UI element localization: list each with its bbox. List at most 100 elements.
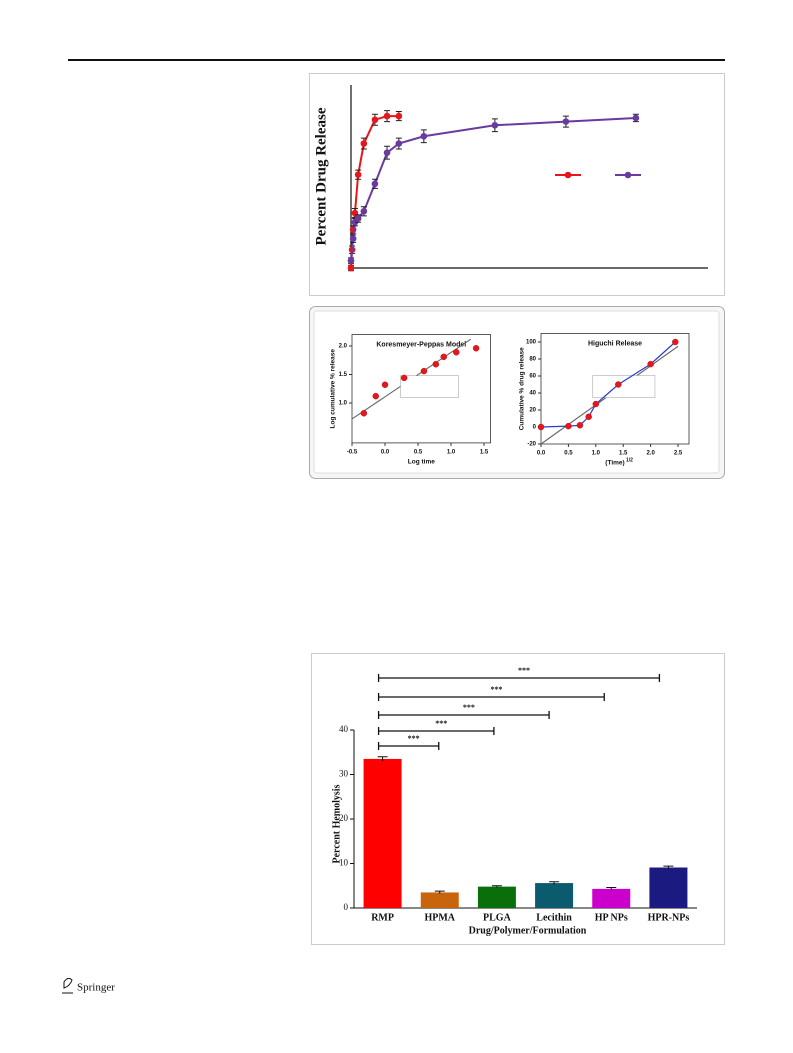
data-point: [371, 180, 379, 188]
data-point: [383, 112, 391, 120]
plot-frame: [351, 334, 492, 444]
y-tick-label: 60: [529, 374, 536, 380]
x-tick-label: 2.0: [646, 451, 655, 457]
data-point: [354, 171, 362, 178]
y-tick-label: 40: [529, 391, 536, 397]
data-point: [360, 410, 368, 417]
significance-label: ***: [463, 703, 475, 712]
data-point: [347, 257, 355, 264]
x-tick-label: 1.0: [592, 451, 601, 457]
data-point: [592, 400, 600, 408]
plot-title: Koresmeyer-Peppas Model: [376, 341, 466, 348]
error-bar: [606, 887, 617, 891]
x-tick-label: RMP: [371, 912, 394, 923]
significance-label: ***: [435, 719, 447, 728]
significance-label: ***: [490, 685, 502, 694]
data-point: [381, 381, 389, 388]
data-point: [562, 118, 570, 125]
bar: [649, 867, 688, 908]
bar: [535, 883, 574, 908]
x-tick-label: HP NPs: [595, 912, 628, 923]
error-bar: [663, 865, 674, 869]
y-tick-label: 1.5: [339, 372, 348, 378]
legend-marker: [564, 171, 572, 179]
data-point: [347, 264, 355, 272]
y-axis-label: Log cumulative % release: [330, 349, 337, 429]
bar: [420, 892, 459, 908]
data-point: [672, 338, 679, 346]
x-tick-label: HPR-NPs: [648, 912, 690, 923]
x-tick-label: 1.5: [480, 449, 489, 455]
x-tick-label: 0.5: [414, 449, 423, 455]
publisher-name: Springer: [77, 982, 115, 994]
y-axis-label: Cumulative % drug release: [519, 347, 526, 430]
data-point: [585, 413, 592, 420]
x-tick-label: 0.0: [381, 449, 390, 455]
stats-box: [592, 375, 656, 398]
data-point: [632, 114, 640, 122]
y-tick-label: 100: [526, 340, 537, 346]
y-axis-label: Percent Drug Release: [313, 107, 329, 245]
x-tick-label: 0.0: [537, 451, 546, 457]
bar: [363, 758, 402, 908]
data-point: [491, 121, 499, 129]
data-point: [349, 235, 357, 243]
publisher-logo: [62, 977, 73, 994]
y-tick-label: 20: [529, 408, 536, 414]
significance-bracket: [377, 711, 550, 719]
x-tick-label: Lecithin: [536, 912, 572, 923]
legend-marker: [624, 171, 632, 179]
y-tick-label: 30: [339, 769, 349, 779]
data-point: [472, 345, 480, 352]
significance-bracket: [377, 693, 605, 701]
data-point: [615, 381, 622, 388]
bar: [592, 888, 631, 908]
x-tick-label: 2.5: [674, 451, 683, 457]
data-point: [360, 140, 368, 147]
y-axis-label: Percent Hemolysis: [331, 784, 342, 863]
figure-inner: [313, 310, 720, 474]
x-tick-label: 1.0: [447, 449, 456, 455]
x-tick-label: 1.5: [619, 451, 628, 457]
x-tick-label: 0.5: [564, 451, 573, 457]
data-point: [383, 149, 391, 157]
y-tick-label: -20: [527, 442, 536, 448]
y-tick-label: 2.0: [339, 344, 348, 350]
data-point: [371, 116, 379, 124]
y-tick-label: 20: [339, 813, 349, 823]
data-point: [360, 207, 368, 215]
x-tick-label: PLGA: [483, 912, 512, 923]
y-tick-label: 10: [339, 858, 349, 868]
x-tick-label: HPMA: [424, 912, 455, 923]
stats-box: [400, 375, 459, 398]
x-axis-label: (Time): [605, 460, 624, 467]
y-tick-label: 40: [339, 724, 349, 734]
y-tick-label: 80: [529, 357, 536, 363]
bar: [477, 886, 516, 908]
data-point: [372, 392, 379, 400]
data-point: [420, 367, 428, 375]
data-point: [453, 349, 460, 356]
y-tick-label: 1.0: [339, 401, 348, 407]
y-tick-label: 0: [533, 425, 537, 431]
x-tick-label: -0.5: [347, 449, 358, 455]
x-axis-label: Drug/Polymer/Formulation: [469, 925, 587, 936]
significance-bracket: [377, 742, 440, 750]
data-point: [400, 374, 408, 382]
significance-label: ***: [408, 734, 420, 743]
x-axis-label-sup: 1/2: [626, 457, 633, 463]
x-axis-label: Log time: [408, 459, 435, 466]
plot-frame: [540, 333, 690, 445]
significance-bracket: [377, 727, 495, 735]
significance-label: ***: [518, 666, 530, 675]
error-bar: [377, 756, 388, 762]
plot-title: Higuchi Release: [588, 340, 642, 347]
significance-bracket: [377, 674, 661, 682]
figure-frame: [309, 73, 725, 296]
data-point: [395, 140, 403, 147]
data-point: [565, 422, 572, 430]
data-point: [432, 361, 440, 368]
data-point: [354, 215, 362, 222]
